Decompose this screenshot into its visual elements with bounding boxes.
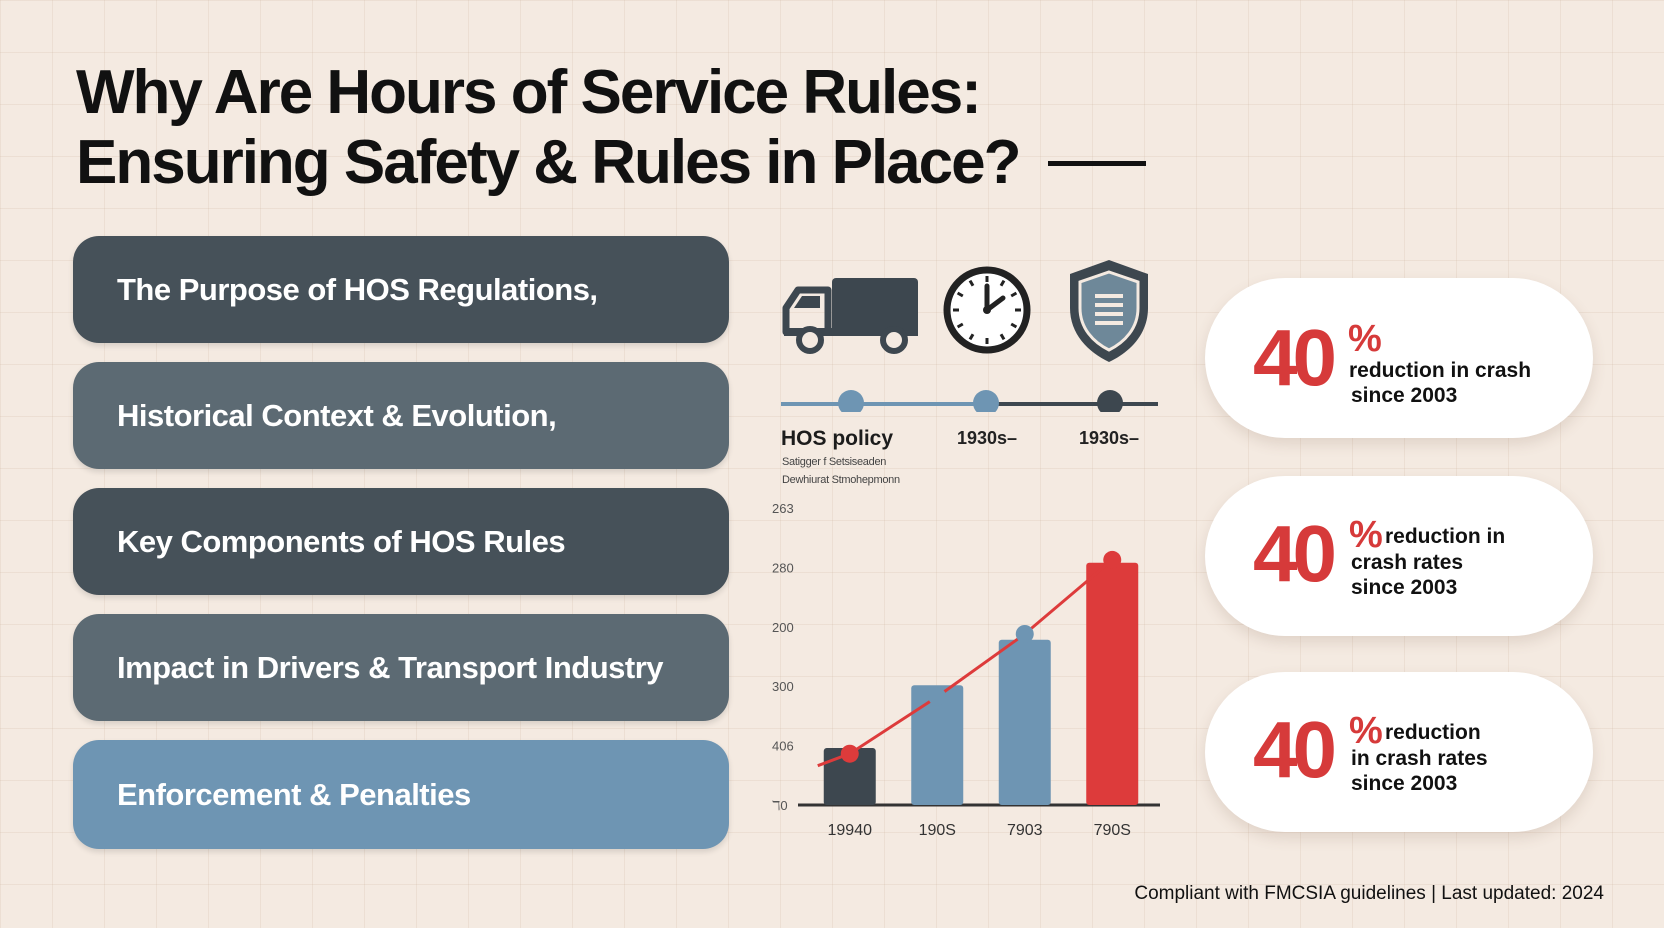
trend-line [817, 558, 1114, 768]
stat-card-1: 40 % reduction in crash since 2003 [1205, 278, 1593, 438]
y-tick-label: 406 [772, 739, 794, 754]
truck-icon [782, 278, 918, 354]
y-tick-label: 200 [772, 620, 794, 635]
stat-percent: % [1349, 514, 1383, 556]
stat-line-3: since 2003 [1351, 772, 1458, 795]
stat-line-1: reduction in [1385, 525, 1506, 548]
clock-icon [943, 266, 1031, 354]
trend-point-4 [1103, 550, 1122, 569]
topic-history[interactable]: Historical Context & Evolution, [73, 362, 729, 469]
x-tick-label: 19940 [828, 822, 873, 839]
y-tick-label: ℸ0 [772, 798, 788, 813]
bar-1 [823, 748, 876, 805]
timeline-date-2: 1930s– [1079, 428, 1140, 448]
title-line-1: Why Are Hours of Service Rules: [76, 58, 982, 127]
trend-point-2 [928, 687, 947, 706]
stat-percent: % [1349, 710, 1383, 752]
x-tick-label: 7903 [1007, 822, 1043, 839]
timeline-sub-line-1: Satigger f Setsiseaden [782, 456, 887, 468]
growth-chart: ℸ0 406 300 200 280 263 19940 190S 7903 790S [772, 501, 1160, 839]
bar-4 [1086, 562, 1139, 805]
bar-2 [911, 685, 964, 805]
timeline: HOS policy 1930s– 1930s– Satigger f Sets… [778, 382, 1168, 492]
y-tick-label: 300 [772, 679, 794, 694]
stat-line-2: crash rates [1351, 551, 1464, 574]
trend-point-3 [1015, 625, 1034, 643]
timeline-dot-3 [1097, 390, 1123, 412]
topic-key-components[interactable]: Key Components of HOS Rules [73, 488, 729, 595]
topic-purpose[interactable]: The Purpose of HOS Regulations, [73, 236, 729, 343]
y-tick-label: 263 [772, 501, 794, 516]
x-tick-label: 190S [919, 822, 956, 839]
trend-point-1 [840, 744, 859, 763]
stat-number: 40 [1253, 705, 1337, 794]
stat-line-3: since 2003 [1351, 384, 1458, 407]
timeline-dot-2 [973, 390, 999, 412]
stat-line-1: reduction [1385, 721, 1481, 744]
timeline-date-1: 1930s– [957, 428, 1018, 448]
shield-icon [1070, 260, 1148, 362]
stat-line-2: in crash rates [1351, 747, 1488, 770]
topic-list: The Purpose of HOS Regulations, Historic… [73, 236, 729, 868]
x-tick-label: 790S [1094, 822, 1131, 839]
stat-line-3: since 2003 [1351, 576, 1458, 599]
topic-enforcement[interactable]: Enforcement & Penalties [73, 740, 729, 849]
stat-number: 40 [1253, 509, 1337, 598]
title-line-2-text: Ensuring Safety & Rules in Place? [76, 128, 1021, 197]
bar-3 [998, 639, 1051, 805]
timeline-dot-1 [838, 390, 864, 412]
title-line-2: Ensuring Safety & Rules in Place? [76, 128, 1156, 198]
stat-line-2: reduction in crash [1349, 359, 1532, 382]
footer-note: Compliant with FMCSIA guidelines | Last … [1134, 883, 1604, 904]
topic-impact[interactable]: Impact in Drivers & Transport Industry [73, 614, 729, 721]
icon-row [778, 254, 1168, 364]
page-title: Why Are Hours of Service Rules: Ensuring… [76, 58, 1156, 198]
stat-card-2: 40 % reduction in crash rates since 2003 [1205, 476, 1593, 636]
stat-percent: % [1348, 318, 1382, 360]
timeline-main-label: HOS policy [781, 427, 894, 450]
title-dash-decoration [1047, 161, 1146, 167]
timeline-track [781, 390, 1158, 412]
timeline-sub-line-2: Dewhiurat Stmohepmonn [782, 474, 900, 486]
stat-card-3: 40 % reduction in crash rates since 2003 [1205, 672, 1593, 832]
y-tick-label: 280 [772, 560, 794, 575]
stat-number: 40 [1253, 313, 1337, 402]
